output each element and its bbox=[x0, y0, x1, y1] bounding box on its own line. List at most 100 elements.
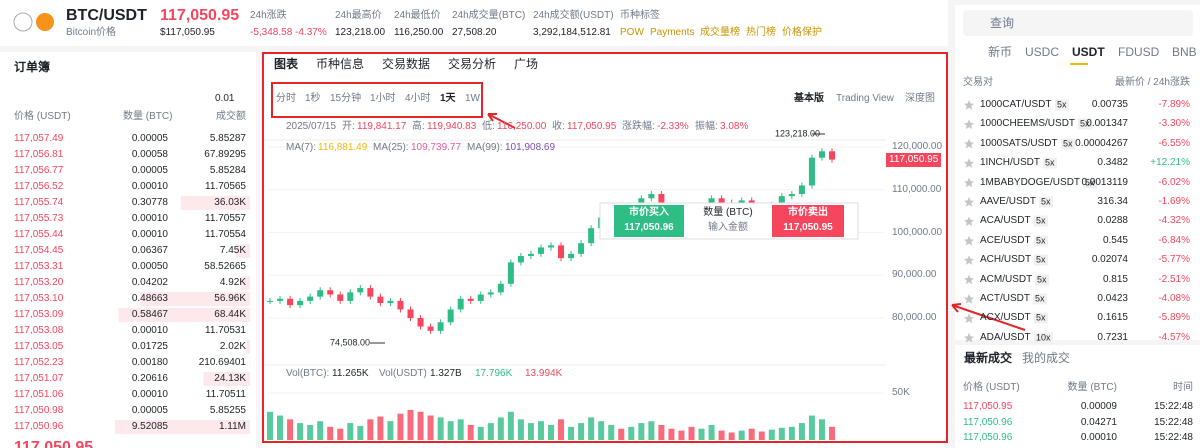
candle bbox=[307, 296, 314, 301]
candle bbox=[297, 300, 304, 306]
candle bbox=[277, 298, 284, 301]
pair-name[interactable]: ACA/USDT bbox=[980, 215, 1031, 227]
volume-bar bbox=[407, 409, 414, 440]
pair-name[interactable]: ACX/USDT bbox=[980, 312, 1031, 324]
market-tab[interactable]: 新币 bbox=[988, 45, 1013, 59]
buy-button bbox=[614, 205, 684, 237]
sell-label[interactable]: 市价卖出 bbox=[788, 207, 828, 218]
ask-price: 117,053.10 bbox=[14, 293, 64, 304]
volume-bar bbox=[708, 424, 715, 440]
interval[interactable]: 4小时 bbox=[405, 93, 431, 104]
buy-price[interactable]: 117,050.96 bbox=[624, 222, 674, 233]
tag[interactable]: POW bbox=[620, 27, 644, 38]
pair-change: -6.84% bbox=[1158, 234, 1190, 246]
interval[interactable]: 1小时 bbox=[370, 93, 396, 104]
interval[interactable]: 1天 bbox=[440, 93, 456, 104]
tag[interactable]: 热门榜 bbox=[746, 27, 776, 38]
chart-tab[interactable]: 交易分析 bbox=[448, 57, 497, 71]
trades-tab[interactable]: 最新成交 bbox=[964, 351, 1013, 365]
candle bbox=[829, 151, 835, 160]
ma-label: MA(25): bbox=[373, 142, 409, 153]
chart-tab[interactable]: 广场 bbox=[514, 57, 539, 71]
view-option[interactable]: Trading View bbox=[836, 93, 894, 104]
interval[interactable]: 分时 bbox=[276, 93, 296, 104]
ask-price: 117,053.20 bbox=[14, 277, 64, 288]
interval[interactable]: 1秒 bbox=[305, 93, 321, 104]
market-tab[interactable]: USDT bbox=[1072, 45, 1105, 59]
trade-price: 117,050.96 bbox=[963, 416, 1013, 428]
volume-bar bbox=[638, 423, 645, 440]
column-header: 数量 (BTC) bbox=[1067, 382, 1117, 393]
candle bbox=[467, 298, 474, 301]
trade-time: 15:22:48 bbox=[1154, 432, 1193, 443]
ask-total: 210.69401 bbox=[198, 357, 246, 368]
leverage: 5x bbox=[1035, 274, 1049, 286]
ask-qty: 0.00005 bbox=[131, 405, 168, 416]
star-icon bbox=[13, 12, 33, 32]
interval[interactable]: 1W bbox=[465, 93, 480, 104]
precision[interactable]: 0.01 bbox=[215, 93, 235, 104]
market-tab[interactable]: USDC bbox=[1025, 45, 1060, 59]
buy-label[interactable]: 市价买入 bbox=[629, 207, 669, 218]
ohlc-value: 119,940.83 bbox=[427, 121, 477, 132]
volume-bar bbox=[327, 426, 334, 440]
candle bbox=[527, 253, 534, 257]
pair-name[interactable]: ADA/USDT bbox=[980, 331, 1031, 343]
candle bbox=[658, 194, 665, 207]
sell-price[interactable]: 117,050.95 bbox=[783, 222, 833, 233]
pair-name[interactable]: 1INCH/USDT bbox=[980, 157, 1041, 169]
depth-bar bbox=[140, 292, 250, 306]
pair-price: 0.545 bbox=[1102, 234, 1128, 246]
chart-tab[interactable]: 图表 bbox=[274, 57, 299, 71]
pair-name[interactable]: 1MBABYDOGE/USDT bbox=[980, 176, 1081, 188]
pair-name[interactable]: ACE/USDT bbox=[980, 234, 1031, 246]
volume-bar bbox=[317, 421, 324, 440]
pair-price: 0.02074 bbox=[1091, 254, 1128, 266]
pair-change: -7.89% bbox=[1158, 99, 1190, 110]
leverage: 5x bbox=[1078, 118, 1092, 130]
candle bbox=[788, 194, 795, 197]
view-option[interactable]: 基本版 bbox=[794, 93, 824, 104]
ohlc-value: -2.33% bbox=[657, 121, 689, 132]
tag[interactable]: Payments bbox=[650, 27, 695, 38]
interval[interactable]: 15分钟 bbox=[330, 93, 362, 104]
qty-input[interactable]: 输入金额 bbox=[708, 222, 748, 233]
pair-name[interactable]: ACM/USDT bbox=[980, 273, 1033, 285]
pair-name[interactable]: ACT/USDT bbox=[980, 293, 1030, 304]
candle bbox=[487, 292, 494, 295]
ask-price: 117,055.44 bbox=[14, 229, 64, 240]
pair-name[interactable]: 1000SATS/USDT bbox=[980, 137, 1058, 149]
candle bbox=[578, 243, 585, 254]
pair-name[interactable]: 1000CHEEMS/USDT bbox=[980, 118, 1076, 130]
market-tab[interactable]: FDUSD bbox=[1118, 45, 1160, 59]
pair-name[interactable]: ACH/USDT bbox=[980, 254, 1032, 266]
view-option[interactable]: 深度图 bbox=[905, 93, 935, 104]
ask-price: 117,053.09 bbox=[14, 309, 64, 320]
candle bbox=[407, 309, 414, 318]
tag[interactable]: 成交量榜 bbox=[700, 27, 740, 38]
pair-name[interactable]: 1000CAT/USDT bbox=[980, 99, 1052, 110]
trades-tab[interactable]: 我的成交 bbox=[1022, 351, 1071, 365]
stat-value: -5,348.58 -4.37% bbox=[250, 27, 327, 38]
search-input[interactable]: 查询 bbox=[990, 16, 1015, 30]
pair-name[interactable]: AAVE/USDT bbox=[980, 196, 1036, 207]
ask-price: 117,053.05 bbox=[14, 341, 64, 352]
ask-total: 2.02K bbox=[219, 341, 246, 352]
leverage: 5x bbox=[1061, 138, 1075, 150]
ask-qty: 0.58467 bbox=[131, 309, 168, 320]
volume-bar bbox=[768, 429, 775, 440]
chart-tab[interactable]: 交易数据 bbox=[382, 57, 431, 71]
market-tab[interactable]: BNB bbox=[1172, 45, 1197, 59]
ma-label: MA(7): bbox=[286, 142, 316, 153]
stat-value: 3,292,184,512.81 bbox=[533, 27, 611, 38]
pair-change: -4.57% bbox=[1158, 331, 1190, 343]
ask-qty: 0.00005 bbox=[131, 133, 168, 144]
chart-tab[interactable]: 币种信息 bbox=[316, 57, 365, 71]
pair-change: -5.77% bbox=[1158, 254, 1190, 266]
vol-value: 11.265K bbox=[332, 368, 369, 379]
ask-qty: 0.04202 bbox=[131, 277, 168, 288]
volume-bar bbox=[397, 413, 404, 440]
depth-bar bbox=[246, 340, 250, 354]
volume-bar bbox=[367, 419, 374, 440]
tag[interactable]: 价格保护 bbox=[782, 27, 822, 38]
